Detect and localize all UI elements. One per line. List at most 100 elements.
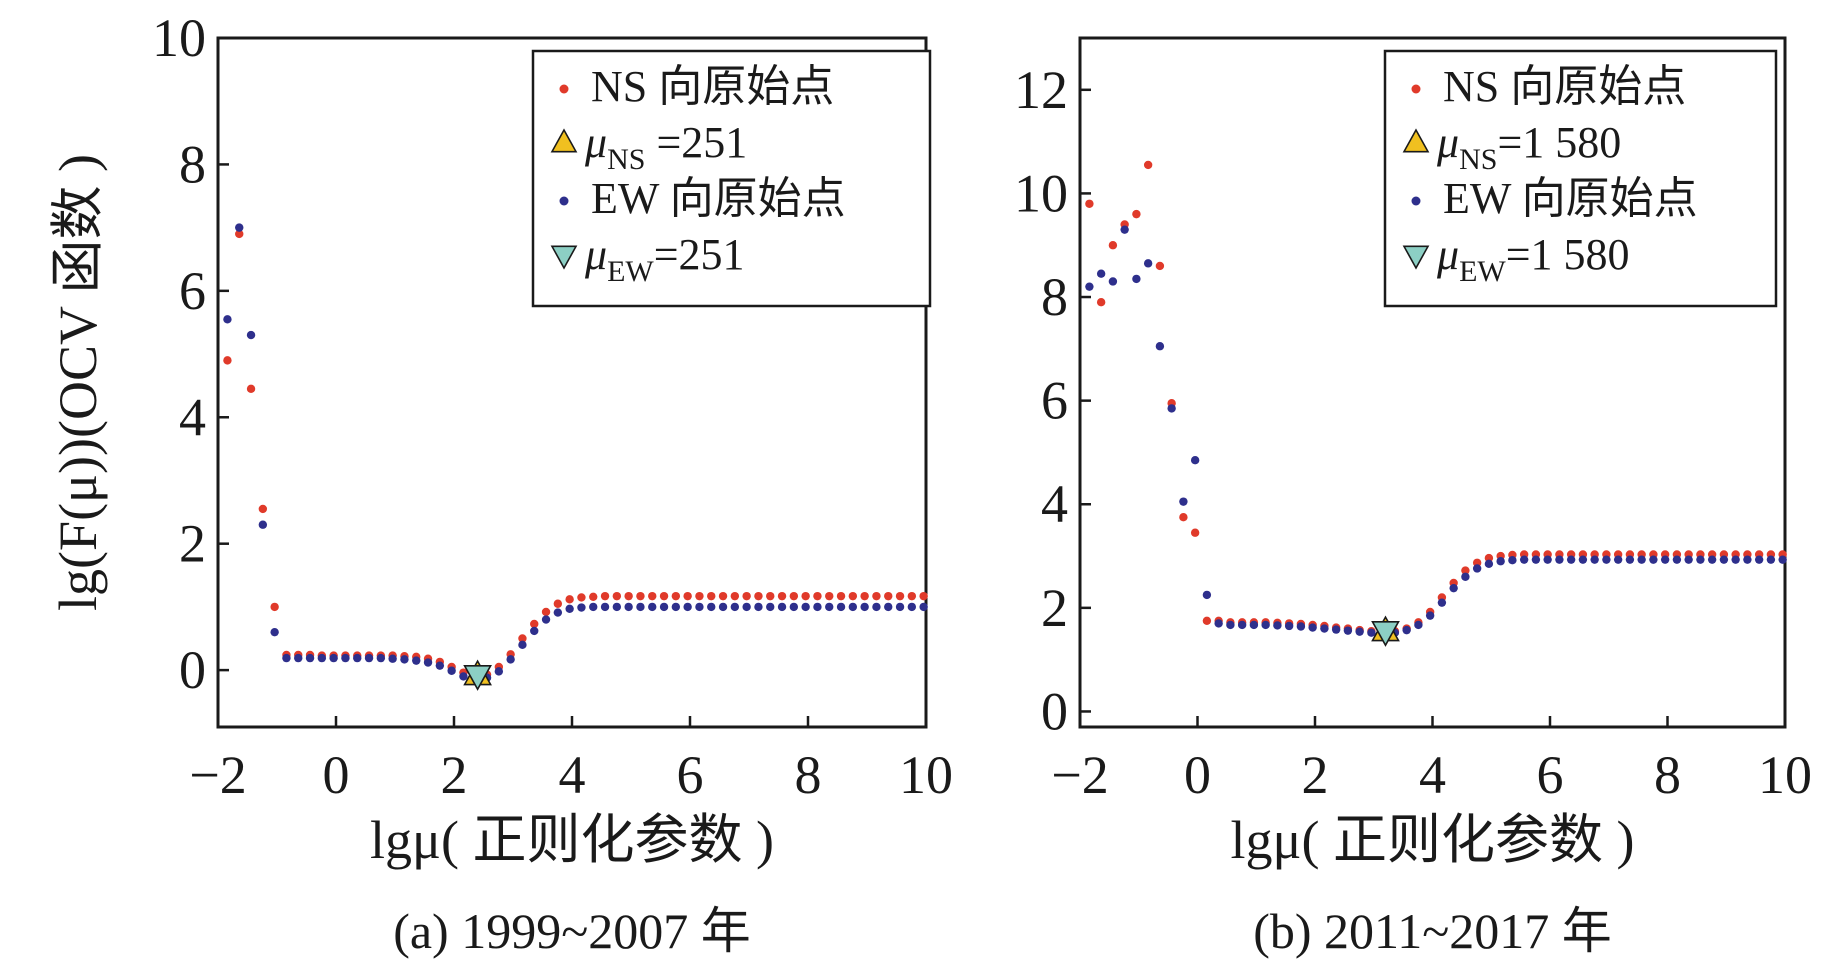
- data-point: [553, 608, 563, 617]
- data-point: [907, 591, 917, 601]
- data-point: [825, 602, 834, 612]
- mu-value: =1 580: [1497, 118, 1621, 167]
- data-point: [1672, 555, 1682, 564]
- legend-dot-icon: [559, 84, 569, 94]
- triangle-down-icon: [550, 245, 578, 270]
- y-tick-label: 2: [1041, 578, 1068, 638]
- data-point: [1143, 160, 1153, 170]
- data-point: [1085, 199, 1094, 208]
- data-point: [1496, 557, 1505, 566]
- data-point: [1461, 572, 1470, 581]
- data-point: [1273, 621, 1282, 630]
- data-point: [1108, 241, 1118, 250]
- data-point: [884, 591, 893, 601]
- data-point: [919, 602, 928, 612]
- data-point: [1472, 564, 1482, 573]
- data-point: [1543, 555, 1552, 564]
- data-point: [777, 602, 787, 612]
- data-point: [506, 655, 515, 664]
- series-ew: [223, 223, 928, 684]
- data-point: [1190, 528, 1200, 537]
- data-point: [895, 591, 905, 601]
- y-tick-label: 10: [152, 8, 206, 68]
- y-tick-label: 8: [179, 134, 206, 194]
- x-tick-label: −2: [189, 745, 246, 805]
- x-tick-label: −2: [1051, 745, 1108, 805]
- data-point: [683, 591, 692, 601]
- data-point: [1120, 225, 1129, 234]
- x-tick-label: 4: [1419, 745, 1446, 805]
- y-tick-label: 12: [1014, 60, 1068, 120]
- data-point: [1743, 555, 1752, 564]
- y-tick-label: 4: [1041, 474, 1068, 534]
- mu-subscript: EW: [1459, 255, 1506, 288]
- data-point: [494, 667, 504, 676]
- legend-entry: μEW=251: [584, 230, 745, 288]
- data-point: [789, 602, 799, 612]
- data-point: [518, 634, 527, 643]
- x-tick-label: 6: [1537, 745, 1564, 805]
- data-point: [1320, 624, 1329, 633]
- series-ew: [1085, 225, 1787, 638]
- data-point: [754, 591, 763, 601]
- data-point: [1202, 616, 1212, 626]
- data-point: [683, 602, 692, 612]
- legend-entry: μNS=1 580: [1436, 118, 1621, 176]
- data-point: [235, 223, 244, 232]
- x-tick-label: 8: [1654, 745, 1681, 805]
- data-point: [1261, 620, 1270, 630]
- data-point: [825, 591, 834, 601]
- data-point: [1484, 559, 1494, 569]
- data-point: [754, 602, 763, 612]
- data-point: [1519, 555, 1529, 564]
- legend-entry: EW 向原始点: [1443, 174, 1698, 223]
- data-point: [707, 591, 716, 601]
- data-point: [777, 591, 787, 601]
- data-point: [459, 672, 468, 681]
- data-point: [836, 591, 846, 601]
- data-point: [1249, 620, 1259, 630]
- y-tick-label: 0: [1041, 681, 1068, 741]
- mu-value: =251: [654, 230, 745, 279]
- data-point: [1155, 342, 1165, 351]
- legend-entry: EW 向原始点: [591, 174, 846, 223]
- data-point: [801, 602, 810, 612]
- data-point: [282, 653, 291, 663]
- y-tick-label: 6: [1041, 371, 1068, 431]
- data-point: [730, 602, 740, 612]
- data-point: [1566, 555, 1576, 564]
- mu-symbol: μ: [1436, 230, 1459, 279]
- data-point: [671, 591, 681, 601]
- data-point: [1461, 566, 1470, 575]
- data-point: [1555, 555, 1564, 564]
- data-point: [1437, 598, 1447, 607]
- mu-symbol: μ: [584, 230, 607, 279]
- data-point: [813, 602, 822, 612]
- x-tick-label: 8: [795, 745, 822, 805]
- data-point: [1296, 622, 1306, 631]
- y-tick-label: 6: [179, 261, 206, 321]
- y-tick-label: 4: [179, 387, 206, 447]
- y-axis-label: lg(F(μ))(OCV 函数 ): [48, 154, 108, 611]
- legend-box: [531, 49, 932, 308]
- data-point: [518, 640, 527, 650]
- data-point: [530, 619, 539, 629]
- optimum-ew-marker: [1371, 621, 1400, 647]
- data-point: [565, 604, 574, 613]
- data-point: [659, 591, 669, 601]
- data-point: [648, 602, 657, 612]
- data-point: [1179, 497, 1188, 506]
- data-point: [1284, 621, 1294, 631]
- data-point: [648, 591, 657, 601]
- data-point: [270, 627, 279, 637]
- data-point: [388, 654, 397, 663]
- data-point: [553, 599, 563, 608]
- data-point: [1085, 282, 1094, 291]
- data-point: [1590, 555, 1599, 564]
- data-point: [1625, 555, 1635, 564]
- data-point: [1660, 555, 1670, 564]
- data-point: [895, 602, 905, 612]
- data-point: [718, 602, 728, 612]
- data-point: [836, 602, 846, 612]
